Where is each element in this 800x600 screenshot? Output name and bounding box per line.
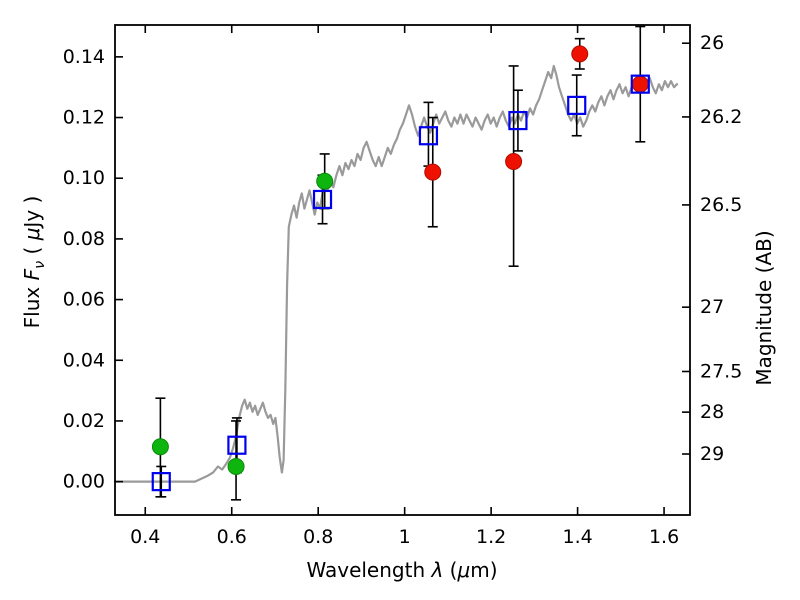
- blue-squares-marker: [567, 95, 587, 116]
- blue-squares-marker: [151, 472, 171, 492]
- x-axis-label: Wavelength λ (μm): [306, 558, 498, 582]
- blue-squares-marker: [630, 74, 650, 94]
- y-tick-label-left: 0.04: [63, 349, 105, 371]
- y-tick-label-right: 26.5: [700, 194, 742, 216]
- magnitude-label-text: Magnitude (AB): [752, 230, 776, 386]
- y-tick-label-right: 26.2: [700, 106, 742, 128]
- x-tick-label: 1.4: [562, 526, 592, 548]
- y-axis-label-right: Magnitude (AB): [752, 230, 776, 385]
- x-tick-label: 0.8: [303, 526, 333, 548]
- red-circles-marker: [571, 45, 589, 63]
- red-circles-marker: [505, 153, 523, 171]
- y-tick-label-left: 0.14: [63, 46, 105, 68]
- green-circles-marker: [316, 172, 334, 190]
- y-tick-label-right: 27: [700, 296, 724, 318]
- flux-label-text: Flux: [20, 280, 44, 329]
- y-tick-label-left: 0.06: [63, 289, 105, 311]
- x-tick-label: 0.4: [130, 526, 160, 548]
- y-tick-label-left: 0.02: [63, 410, 105, 432]
- y-tick-label-right: 26: [700, 32, 724, 54]
- red-circles-marker: [631, 75, 649, 93]
- green-circles-marker: [227, 457, 245, 475]
- blue-squares-marker: [508, 110, 528, 131]
- x-axis-label-text: Wavelength: [306, 558, 432, 582]
- y-tick-label-left: 0.08: [63, 228, 105, 250]
- y-tick-label-right: 27.5: [700, 360, 742, 382]
- x-tick-label: 0.6: [217, 526, 247, 548]
- red-circles-marker: [424, 163, 442, 181]
- y-tick-label-right: 28: [700, 401, 724, 423]
- blue-squares-marker: [227, 435, 247, 455]
- y-tick-label-left: 0.00: [63, 471, 105, 493]
- y-tick-label-left: 0.10: [63, 167, 105, 189]
- x-tick-label: 1.2: [476, 526, 506, 548]
- lambda-symbol: λ: [431, 558, 444, 582]
- x-tick-label: 1.6: [649, 526, 679, 548]
- mu-symbol-left: μ: [20, 227, 44, 241]
- blue-squares-marker: [312, 189, 333, 210]
- blue-squares-marker: [418, 126, 439, 146]
- green-circles-marker: [151, 438, 169, 456]
- nu-subscript: ν: [32, 260, 48, 269]
- y-tick-label-right: 29: [700, 443, 724, 465]
- axes-frame: [114, 24, 691, 516]
- flux-symbol: F: [20, 268, 44, 281]
- mu-symbol: μ: [457, 558, 471, 582]
- y-tick-label-left: 0.12: [63, 107, 105, 129]
- x-tick-label: 1: [399, 526, 411, 548]
- model-spectrum-line: [113, 64, 679, 483]
- y-axis-label-left: Flux Fν ( μJy ): [20, 195, 48, 329]
